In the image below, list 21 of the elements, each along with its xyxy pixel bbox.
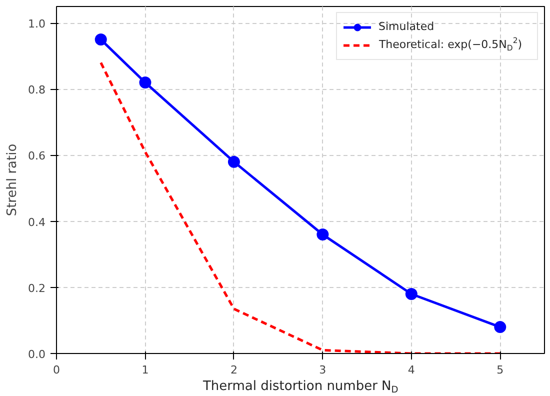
y-tick-label: 0.8	[28, 84, 46, 97]
point	[405, 288, 418, 300]
point	[94, 34, 107, 46]
y-tick-label: 0.6	[28, 150, 46, 163]
y-tick-label: 0.2	[28, 282, 46, 295]
x-tick-label: 2	[230, 364, 238, 376]
point	[139, 76, 152, 88]
x-tick-label: 1	[142, 364, 149, 376]
point	[316, 228, 329, 241]
y-tick-label: 0.4	[28, 216, 46, 229]
point	[494, 321, 506, 334]
y-tick-label: 0.0	[28, 348, 46, 361]
point	[228, 156, 240, 168]
x-tick-label: 5	[496, 364, 504, 376]
legend-label: Simulated	[378, 20, 434, 33]
y-axis-title: Strehl ratio	[5, 144, 20, 216]
x-tick-label: 3	[319, 364, 326, 376]
y-tick-label: 1.0	[28, 18, 46, 31]
x-tick-label: 4	[408, 364, 415, 376]
x-tick-label: 0	[53, 364, 60, 376]
line-series	[100, 61, 502, 354]
